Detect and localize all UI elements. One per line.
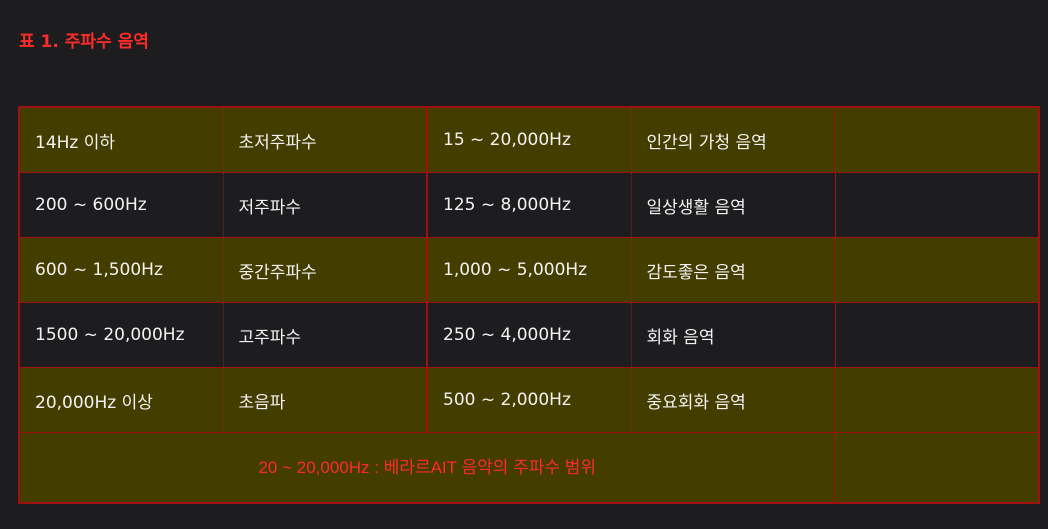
band-name-cell: 중간주파수 [223,237,428,303]
description-cell: 감도좋은 음역 [631,237,836,303]
empty-cell [835,107,1039,173]
frequency-cell: 1500 ~ 20,000Hz [19,302,224,368]
empty-cell [835,432,1039,503]
frequency-cell: 20,000Hz 이상 [19,367,224,433]
footer-note: 20 ~ 20,000Hz : 베라르AIT 음악의 주파수 범위 [19,432,836,503]
description-cell: 일상생활 음역 [631,172,836,238]
band-name-cell: 초저주파수 [223,107,428,173]
frequency-range-table: 14Hz 이하 초저주파수 15 ~ 20,000Hz 인간의 가청 음역 20… [18,106,1040,504]
table-row: 200 ~ 600Hz 저주파수 125 ~ 8,000Hz 일상생활 음역 [19,172,1039,238]
empty-cell [835,367,1039,433]
table-row: 14Hz 이하 초저주파수 15 ~ 20,000Hz 인간의 가청 음역 [19,107,1039,173]
range-cell: 250 ~ 4,000Hz [427,302,632,368]
description-cell: 인간의 가청 음역 [631,107,836,173]
table-caption: 표 1. 주파수 음역 [19,32,149,52]
empty-cell [835,237,1039,303]
table-row: 600 ~ 1,500Hz 중간주파수 1,000 ~ 5,000Hz 감도좋은… [19,237,1039,303]
band-name-cell: 초음파 [223,367,428,433]
frequency-cell: 600 ~ 1,500Hz [19,237,224,303]
table-footer-row: 20 ~ 20,000Hz : 베라르AIT 음악의 주파수 범위 [19,432,1039,503]
table-row: 1500 ~ 20,000Hz 고주파수 250 ~ 4,000Hz 회화 음역 [19,302,1039,368]
range-cell: 1,000 ~ 5,000Hz [427,237,632,303]
empty-cell [835,302,1039,368]
range-cell: 15 ~ 20,000Hz [427,107,632,173]
table-row: 20,000Hz 이상 초음파 500 ~ 2,000Hz 중요회화 음역 [19,367,1039,433]
frequency-cell: 14Hz 이하 [19,107,224,173]
band-name-cell: 저주파수 [223,172,428,238]
band-name-cell: 고주파수 [223,302,428,368]
range-cell: 125 ~ 8,000Hz [427,172,632,238]
frequency-cell: 200 ~ 600Hz [19,172,224,238]
empty-cell [835,172,1039,238]
range-cell: 500 ~ 2,000Hz [427,367,632,433]
description-cell: 중요회화 음역 [631,367,836,433]
description-cell: 회화 음역 [631,302,836,368]
